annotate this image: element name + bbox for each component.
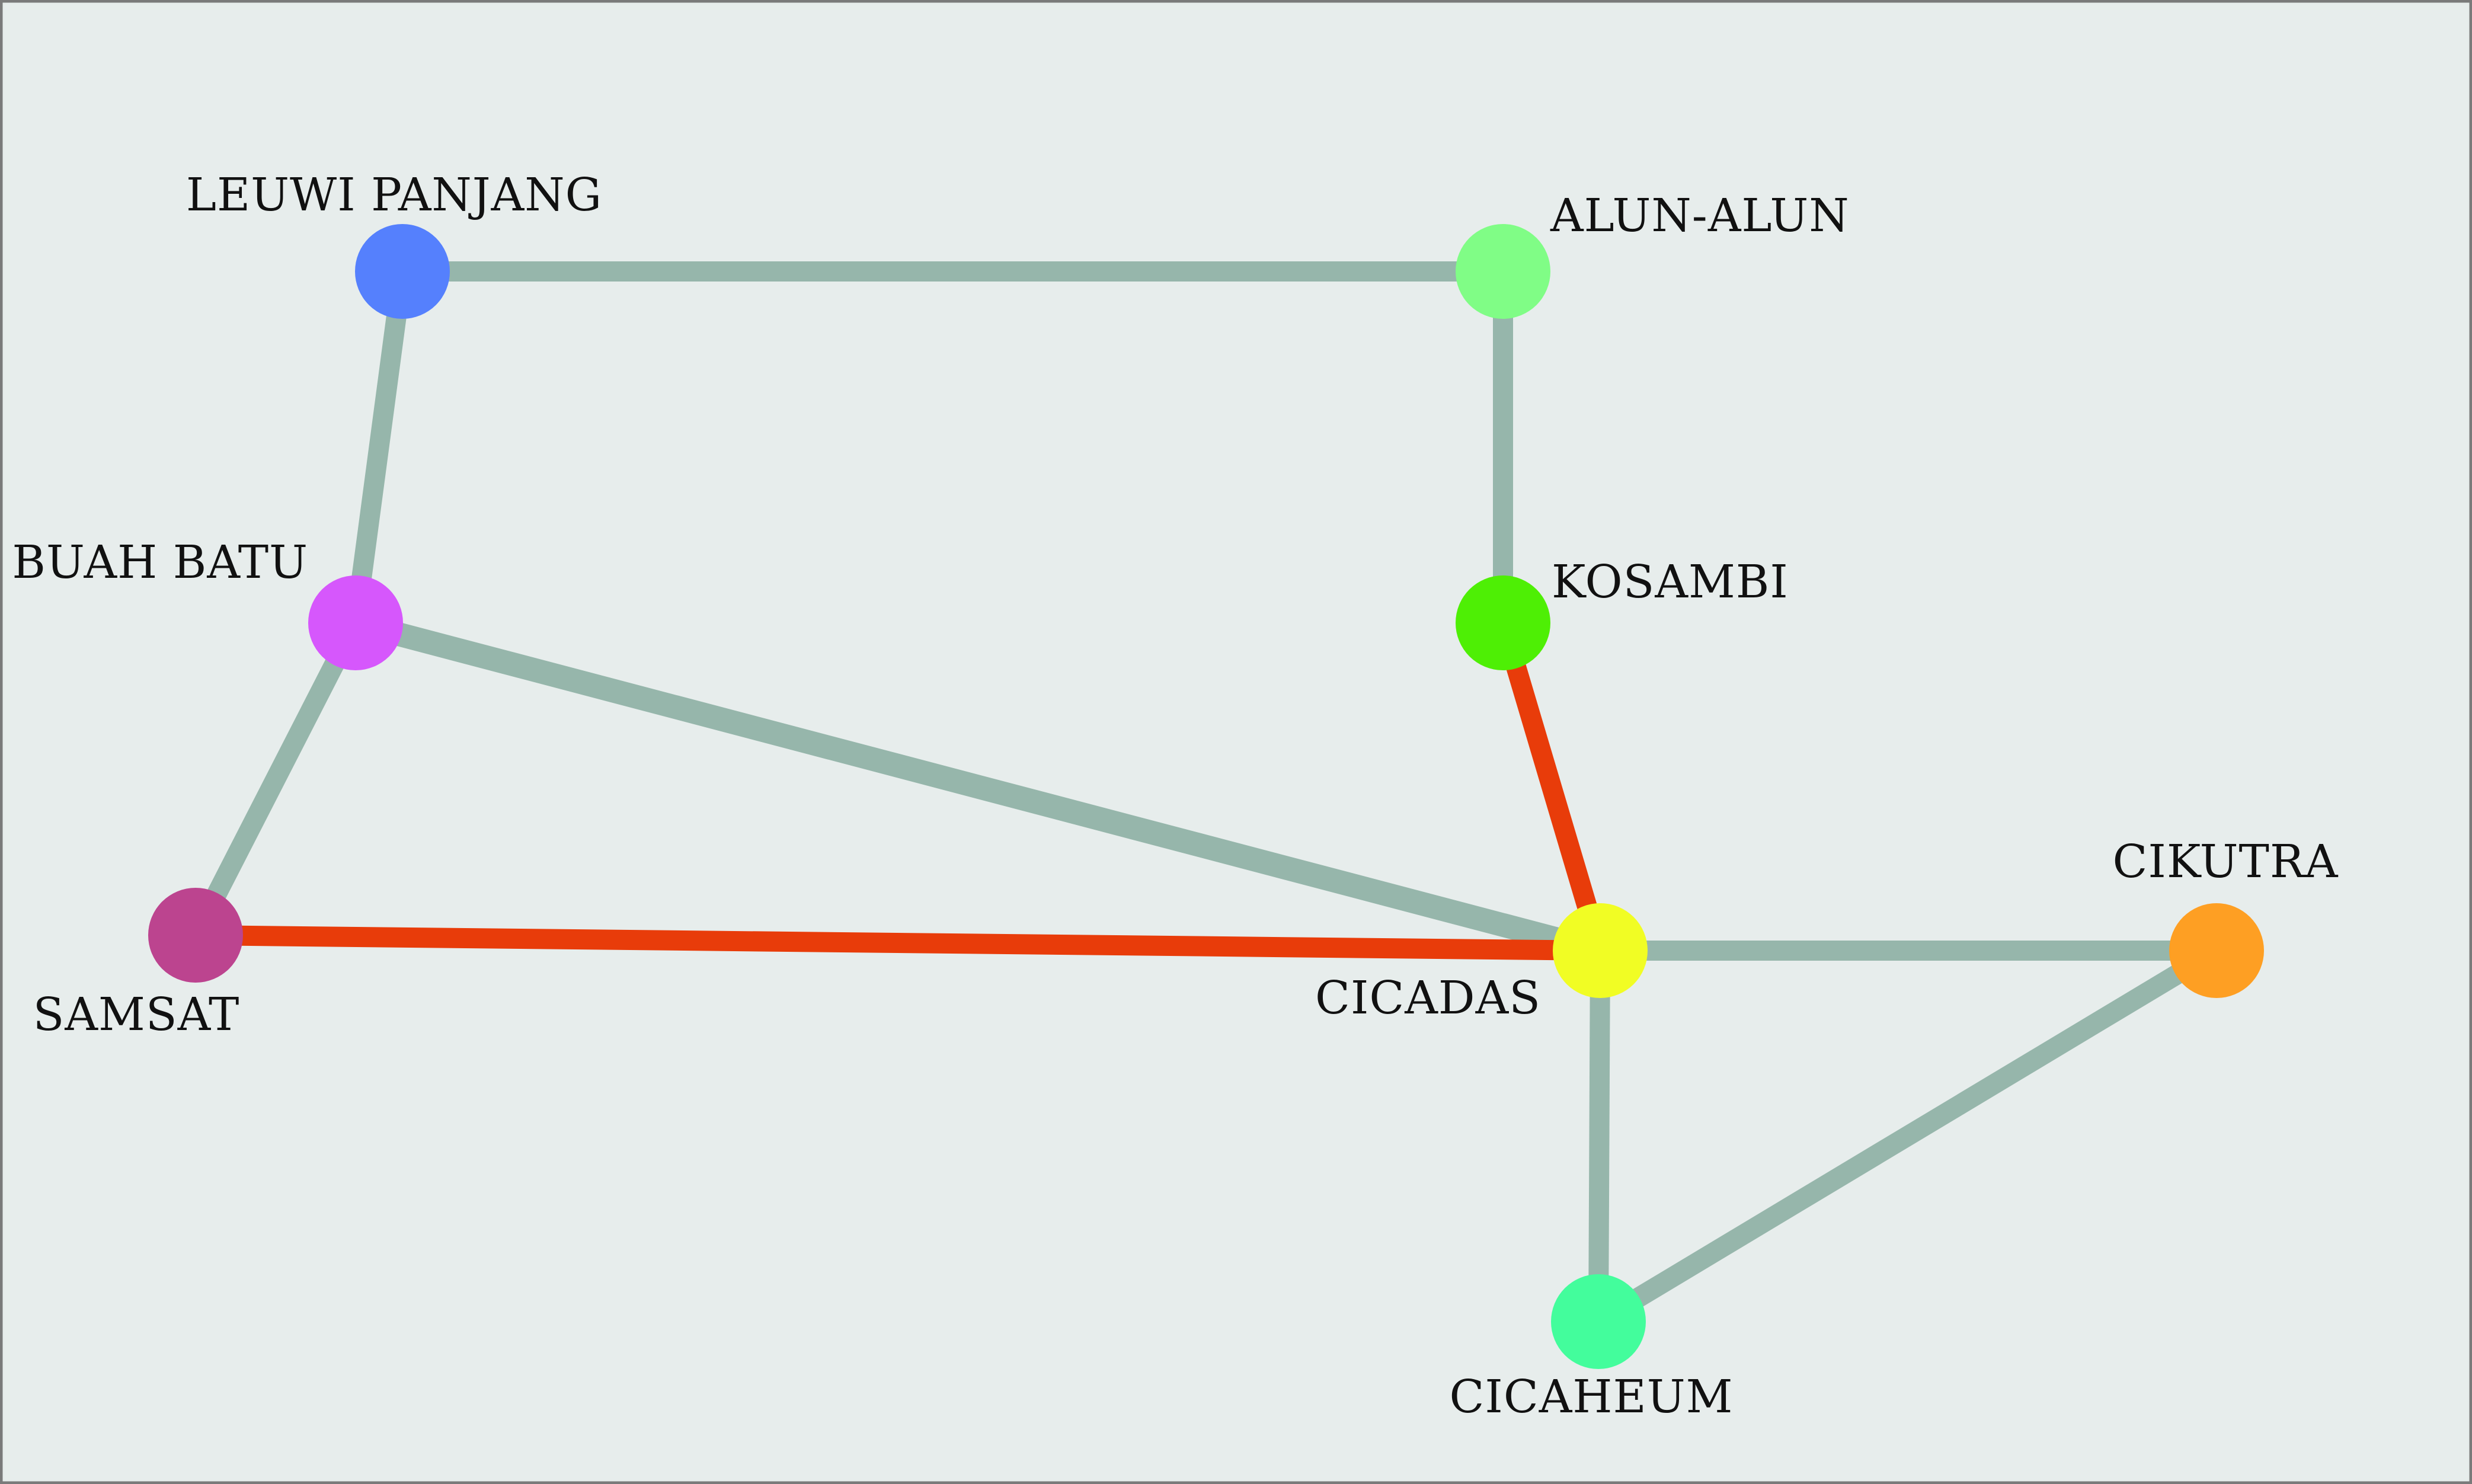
node-cikutra[interactable] [2169,903,2264,998]
node-alun-alun[interactable] [1456,224,1550,319]
node-cicadas[interactable] [1553,903,1648,998]
label-kosambi: KOSAMBI [1552,556,1789,609]
edge-cikutra-cicaheum [1593,942,2222,1331]
label-leuwi-panjang: LEUWI PANJANG [186,169,602,222]
edge-leuwi-panjang-buah-batu [346,270,412,625]
node-buah-batu[interactable] [308,575,403,670]
edge-kosambi-cicadas [1493,620,1610,954]
label-buah-batu: BUAH BATU [12,536,308,589]
label-samsat: SAMSAT [33,989,240,1041]
edge-buah-batu-cicadas [352,611,1604,962]
station-nodes [148,224,2264,1369]
node-leuwi-panjang[interactable] [355,224,450,319]
connection-lines [186,261,2222,1331]
edge-buah-batu-samsat [186,618,365,940]
edge-samsat-cicadas [195,925,1601,961]
label-alun-alun: ALUN-ALUN [1550,190,1850,242]
label-cikutra: CIKUTRA [2113,836,2339,888]
node-kosambi[interactable] [1456,575,1550,670]
label-cicaheum: CICAHEUM [1450,1371,1734,1424]
station-labels: LEUWI PANJANG ALUN-ALUN BUAH BATU KOSAMBI SA… [12,169,2339,1424]
node-samsat[interactable] [148,888,243,983]
label-cicadas: CICADAS [1315,972,1541,1025]
node-cicaheum[interactable] [1551,1274,1646,1369]
edge-cicadas-cicaheum [1588,950,1610,1322]
